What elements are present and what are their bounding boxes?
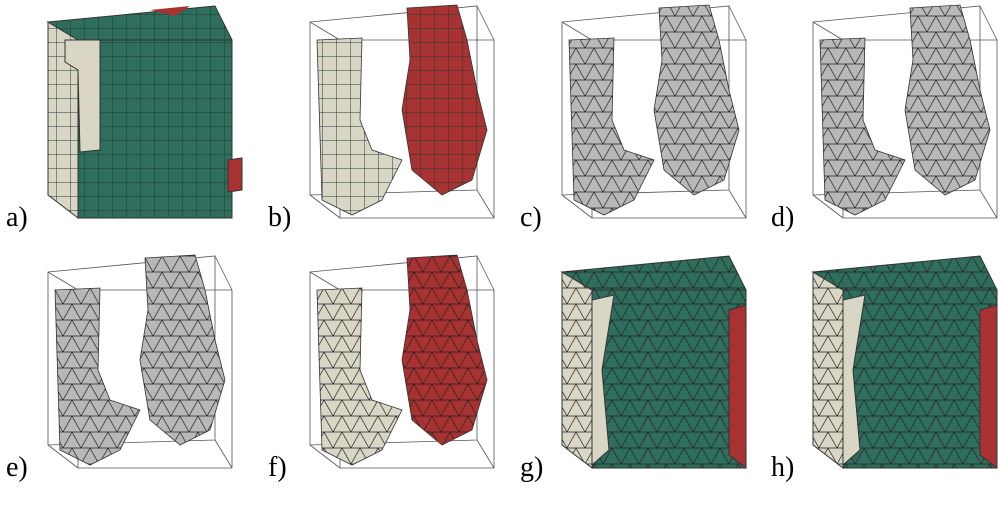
box-edge — [477, 440, 494, 468]
box-edge — [980, 6, 997, 40]
surface-mesh — [317, 288, 402, 465]
cube-top-face-mesh — [813, 256, 997, 290]
box-edge — [980, 190, 997, 218]
surface-mesh — [140, 255, 225, 445]
surface-mesh — [820, 38, 905, 215]
cube-left-face-mesh — [562, 272, 592, 468]
box-edge — [562, 22, 592, 40]
surface-mesh — [402, 5, 487, 195]
surface-patch — [729, 305, 746, 468]
surface-mesh — [569, 38, 654, 215]
cube-front-face-mesh — [843, 290, 997, 468]
surface-mesh — [317, 38, 402, 215]
box-edge — [48, 272, 78, 290]
cube-top-face-mesh — [562, 256, 746, 290]
box-edge — [813, 22, 843, 40]
surface-mesh — [402, 255, 487, 445]
box-edge — [477, 6, 494, 40]
surface-patch — [980, 305, 997, 468]
cube-front-face-mesh — [592, 290, 746, 468]
panel-label: b) — [268, 202, 291, 233]
panel-label: h) — [771, 452, 794, 483]
box-edge — [310, 22, 340, 40]
box-edge — [729, 6, 746, 40]
voxel-patch — [228, 158, 242, 192]
cube-left-face-mesh — [813, 272, 843, 468]
panel-label: a) — [6, 202, 28, 233]
figure: a) b) c) d) e) f) g) h) — [0, 0, 1001, 502]
box-edge — [215, 256, 232, 290]
surface-mesh — [905, 5, 990, 195]
surface-mesh — [654, 5, 739, 195]
box-edge — [215, 440, 232, 468]
box-edge — [477, 256, 494, 290]
panel-label: g) — [520, 452, 543, 483]
panel-label: f) — [268, 452, 287, 483]
cube-front-face-mesh — [78, 40, 232, 218]
panel-label: e) — [6, 452, 28, 483]
panel-label: d) — [771, 202, 794, 233]
box-edge — [477, 190, 494, 218]
box-edge — [729, 190, 746, 218]
surface-mesh — [55, 288, 140, 465]
box-edge — [310, 272, 340, 290]
cube-top-face-mesh — [48, 6, 232, 40]
panel-label: c) — [520, 202, 542, 233]
